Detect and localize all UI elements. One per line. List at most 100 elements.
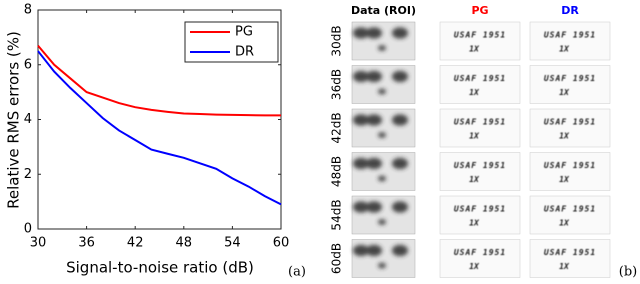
blob: [353, 27, 369, 39]
roi-blobs: [353, 244, 408, 269]
target-line: 1X: [469, 45, 480, 54]
blob: [366, 27, 382, 39]
target-text: USAF 1951 1X: [454, 205, 506, 228]
target-text: USAF 1951 1X: [544, 31, 596, 54]
target-text: USAF 1951 1X: [544, 161, 595, 184]
x-tick-label: 60: [273, 236, 290, 251]
legend-box: [184, 21, 279, 63]
blob: [378, 88, 386, 95]
target-line: 1X: [469, 219, 480, 228]
blob: [353, 244, 369, 257]
target-line: USAF 1951: [454, 118, 506, 127]
x-tick-label: 54: [224, 236, 241, 251]
y-tick-label: 0: [24, 222, 32, 237]
blob: [378, 45, 386, 51]
target-line: 1X: [559, 45, 570, 54]
blob: [378, 262, 386, 269]
target-line: USAF 1951: [454, 74, 506, 83]
target-text: USAF 1951 1X: [544, 205, 596, 228]
column-header: PG: [471, 4, 488, 17]
target-line: 1X: [469, 175, 480, 184]
y-tick-label: 4: [24, 112, 32, 127]
blob: [392, 27, 408, 39]
target-line: 1X: [559, 88, 570, 97]
reconstruction-image: [529, 195, 611, 235]
blob: [353, 70, 369, 83]
target-line: USAF 1951: [454, 205, 506, 214]
series-line: [37, 44, 281, 117]
target-line: 1X: [559, 175, 570, 184]
legend-label: PG: [235, 25, 253, 40]
target-text: USAF 1951 1X: [544, 118, 596, 141]
target-text: USAF 1951 1X: [454, 31, 506, 54]
blob: [366, 157, 382, 170]
reconstruction-image: [439, 152, 521, 191]
target-line: 1X: [469, 88, 480, 97]
target-line: 1X: [469, 262, 480, 271]
row-label: 30dB: [330, 25, 344, 56]
blob: [353, 201, 369, 213]
reconstruction-image: [439, 65, 521, 104]
target-text: USAF 1951 1X: [544, 74, 596, 97]
blob: [353, 157, 369, 170]
target-line: USAF 1951: [544, 74, 596, 83]
blob: [378, 175, 386, 182]
blob: [366, 201, 382, 213]
blob: [378, 219, 386, 225]
row-label: 48dB: [330, 156, 344, 187]
blob: [392, 70, 408, 83]
target-line: USAF 1951: [454, 248, 506, 257]
roi-blobs: [353, 201, 408, 225]
blob: [366, 114, 382, 126]
blob: [392, 157, 408, 170]
y-tick-label: 8: [24, 3, 32, 18]
target-line: USAF 1951: [544, 31, 596, 40]
target-line: USAF 1951: [544, 205, 596, 214]
x-axis-title: Signal-to-noise ratio (dB): [66, 259, 254, 277]
target-line: USAF 1951: [544, 248, 596, 257]
target-line: USAF 1951: [454, 31, 506, 40]
roi-image: [351, 152, 416, 191]
reconstruction-image: [439, 195, 521, 235]
blob: [353, 114, 369, 126]
reconstruction-image: [529, 65, 611, 104]
target-text: USAF 1951 1X: [454, 161, 506, 184]
panel-label: (b): [619, 265, 637, 280]
blob: [366, 70, 382, 83]
row-label: 42dB: [330, 112, 344, 143]
x-tick-label: 42: [127, 236, 144, 251]
y-tick-label: 2: [24, 167, 32, 182]
roi-blobs: [353, 157, 408, 182]
target-text: USAF 1951 1X: [454, 248, 506, 271]
x-tick-label: 30: [30, 236, 47, 251]
target-text: USAF 1951 1X: [454, 74, 506, 97]
y-tick-label: 6: [24, 57, 32, 72]
target-line: USAF 1951: [544, 118, 596, 127]
blob: [392, 201, 408, 213]
target-line: 1X: [559, 219, 570, 228]
blob: [392, 244, 408, 257]
target-line: 1X: [559, 262, 570, 271]
target-text: USAF 1951 1X: [454, 118, 506, 141]
reconstruction-image: [439, 239, 521, 278]
y-axis-title: Relative RMS errors (%): [5, 31, 23, 209]
column-header: Data (ROI): [351, 4, 416, 17]
reconstruction-image: [439, 21, 521, 61]
target-line: 1X: [559, 132, 570, 141]
row-label: 54dB: [330, 199, 344, 230]
row-label: 36dB: [330, 69, 344, 100]
blob: [378, 132, 386, 138]
blob: [366, 244, 382, 257]
column-header: DR: [561, 4, 579, 17]
row-label: 60dB: [330, 243, 344, 274]
legend-label: DR: [235, 45, 254, 60]
target-line: 1X: [469, 132, 480, 141]
roi-blobs: [353, 27, 408, 51]
reconstruction-image: [529, 152, 611, 191]
reconstruction-image: [439, 108, 521, 148]
roi-blobs: [353, 114, 408, 138]
series-line: [37, 50, 282, 206]
target-line: USAF 1951: [454, 161, 506, 170]
panel-label: (a): [288, 265, 306, 280]
